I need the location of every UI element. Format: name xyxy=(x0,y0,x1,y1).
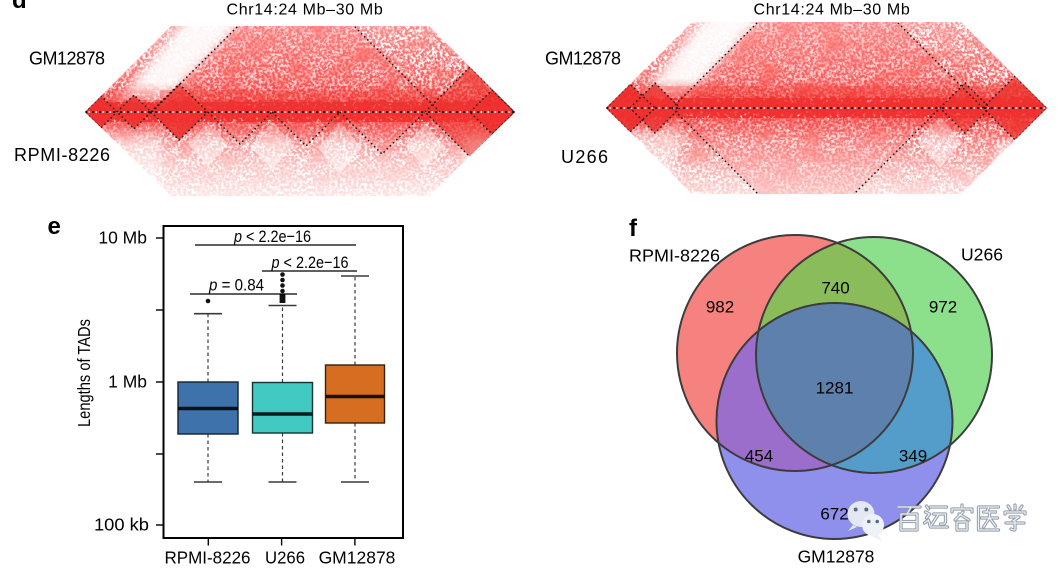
svg-text:GM12878: GM12878 xyxy=(29,49,105,69)
svg-text:GM12878: GM12878 xyxy=(545,49,621,69)
svg-text:U266: U266 xyxy=(561,147,608,167)
svg-text:982: 982 xyxy=(706,298,734,317)
svg-text:GM12878: GM12878 xyxy=(798,547,875,567)
svg-text:10 Mb: 10 Mb xyxy=(98,228,147,248)
svg-text:U266: U266 xyxy=(265,548,305,568)
svg-text:p < 2.2e−16: p < 2.2e−16 xyxy=(271,253,349,272)
svg-text:RPMI-8226: RPMI-8226 xyxy=(629,246,720,266)
svg-text:672: 672 xyxy=(820,505,848,524)
svg-text:e: e xyxy=(48,213,61,240)
svg-text:454: 454 xyxy=(745,447,773,466)
svg-text:Lengths of TADs: Lengths of TADs xyxy=(74,319,94,427)
svg-text:d: d xyxy=(12,0,27,14)
svg-text:p < 2.2e−16: p < 2.2e−16 xyxy=(233,227,311,246)
svg-text:1 Mb: 1 Mb xyxy=(108,372,147,392)
svg-text:Chr14:24 Mb–30 Mb: Chr14:24 Mb–30 Mb xyxy=(754,2,911,19)
svg-text:1281: 1281 xyxy=(816,379,854,398)
svg-text:349: 349 xyxy=(899,447,927,466)
svg-text:740: 740 xyxy=(821,279,849,298)
svg-text:p = 0.84: p = 0.84 xyxy=(208,276,264,295)
svg-text:972: 972 xyxy=(929,298,957,317)
svg-text:100 kb: 100 kb xyxy=(94,515,149,535)
svg-text:U266: U266 xyxy=(961,245,1003,265)
svg-text:Chr14:24 Mb–30 Mb: Chr14:24 Mb–30 Mb xyxy=(227,2,384,19)
svg-text:f: f xyxy=(629,215,638,242)
svg-text:RPMI-8226: RPMI-8226 xyxy=(14,145,110,165)
svg-text:GM12878: GM12878 xyxy=(319,548,396,568)
svg-text:RPMI-8226: RPMI-8226 xyxy=(165,548,251,568)
